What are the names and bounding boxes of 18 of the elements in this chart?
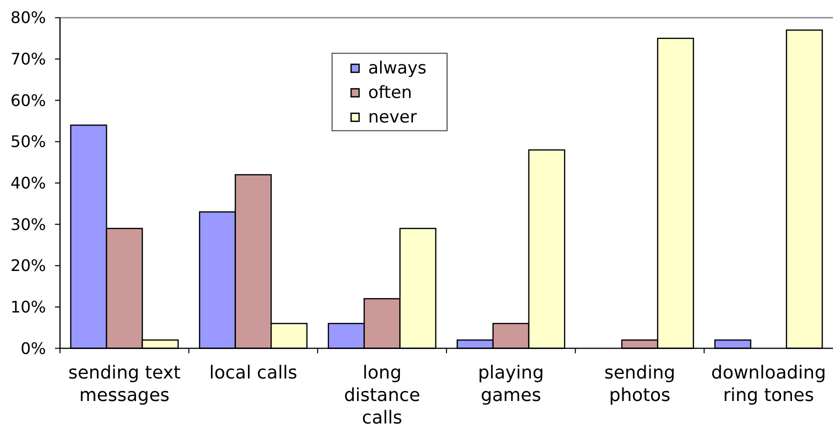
x-tick-label: downloading ring tones [711, 362, 826, 406]
y-tick-label: 0% [20, 338, 46, 358]
legend-label: never [368, 107, 417, 128]
y-tick-label: 20% [10, 256, 46, 276]
y-tick-label: 50% [10, 132, 46, 152]
y-tick-label: 60% [10, 90, 46, 110]
legend-label: often [368, 82, 412, 103]
y-tick-label: 70% [10, 50, 46, 69]
x-tick-label: long distance calls [344, 362, 420, 428]
legend-label: always [368, 58, 427, 78]
y-tick-label: 40% [10, 174, 46, 192]
y-tick-label: 80% [10, 8, 46, 28]
x-tick-label: sending text messages [68, 362, 181, 406]
y-tick-label: 10% [10, 297, 46, 316]
x-tick-label: local calls [209, 362, 298, 384]
x-tick-label: playing games [478, 362, 544, 406]
y-tick-label: 30% [10, 214, 46, 234]
x-tick-label: sending photos [604, 362, 676, 406]
